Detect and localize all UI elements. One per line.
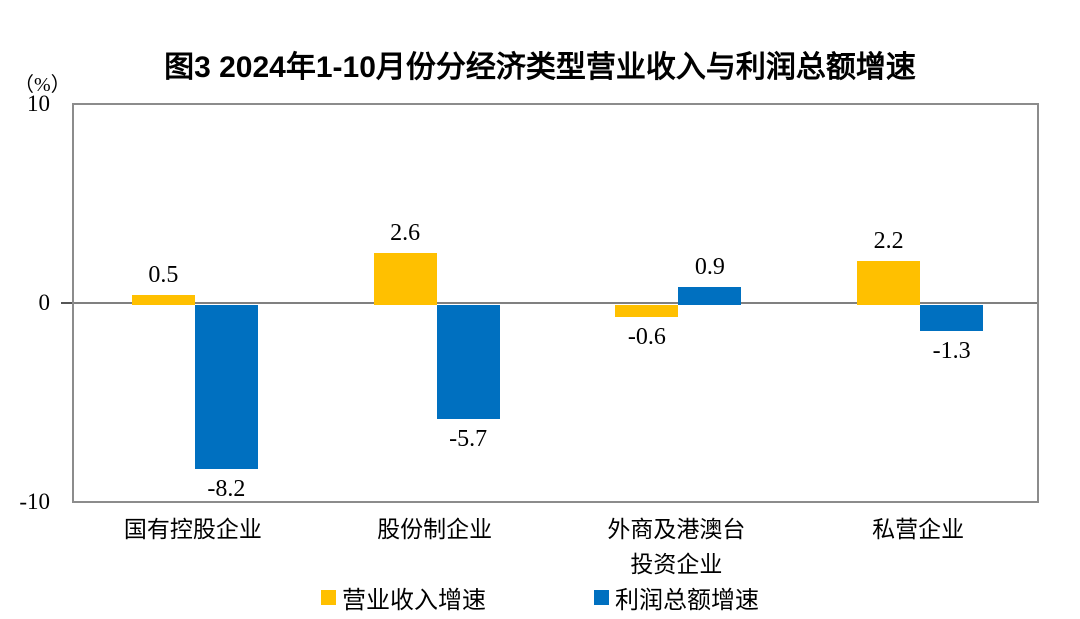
legend-label-revenue: 营业收入增速 bbox=[342, 587, 486, 614]
bar-revenue-2 bbox=[615, 305, 679, 317]
legend-item-profit: 利润总额增速 bbox=[594, 580, 759, 615]
bar-profit-1 bbox=[436, 305, 500, 419]
bar-revenue-1 bbox=[373, 253, 437, 305]
bar-value-revenue-3: 2.2 bbox=[873, 228, 904, 254]
bar-profit-2 bbox=[678, 287, 742, 305]
bar-value-profit-1: -5.7 bbox=[449, 426, 488, 452]
chart-title: 图3 2024年1-10月份分经济类型营业收入与利润总额增速 bbox=[164, 51, 916, 84]
legend-label-profit: 利润总额增速 bbox=[615, 587, 759, 614]
legend: 营业收入增速 利润总额增速 bbox=[0, 580, 1080, 614]
x-category-label-2: 外商及港澳台 投资企业 bbox=[607, 517, 746, 577]
bar-value-profit-2: 0.9 bbox=[694, 254, 725, 280]
y-tick-minus-10: -10 bbox=[19, 489, 50, 514]
bar-value-revenue-0: 0.5 bbox=[148, 262, 179, 288]
x-category-label-0: 国有控股企业 bbox=[123, 517, 262, 542]
bar-profit-3 bbox=[920, 305, 984, 331]
zero-baseline bbox=[74, 302, 1037, 304]
bar-value-profit-3: -1.3 bbox=[932, 338, 971, 364]
bar-revenue-0 bbox=[131, 295, 195, 305]
x-category-label-3: 私营企业 bbox=[872, 517, 965, 542]
x-category-label-1: 股份制企业 bbox=[377, 517, 493, 542]
legend-swatch-profit-icon bbox=[594, 589, 609, 605]
y-axis-zero-tick bbox=[61, 302, 72, 304]
bar-value-revenue-2: -0.6 bbox=[627, 324, 666, 350]
bar-value-profit-0: -8.2 bbox=[207, 476, 246, 502]
plot-area: 0.5 -8.2 2.6 -5.7 -0.6 0.9 2.2 -1.3 bbox=[72, 103, 1039, 503]
legend-swatch-revenue-icon bbox=[321, 589, 336, 605]
y-axis-unit-label: （%） bbox=[14, 74, 71, 96]
y-tick-10: 10 bbox=[27, 91, 50, 116]
bar-profit-0 bbox=[194, 305, 258, 469]
bar-value-revenue-1: 2.6 bbox=[390, 220, 421, 246]
bar-revenue-3 bbox=[857, 261, 921, 305]
y-tick-0: 0 bbox=[38, 290, 51, 315]
legend-item-revenue: 营业收入增速 bbox=[321, 580, 486, 615]
